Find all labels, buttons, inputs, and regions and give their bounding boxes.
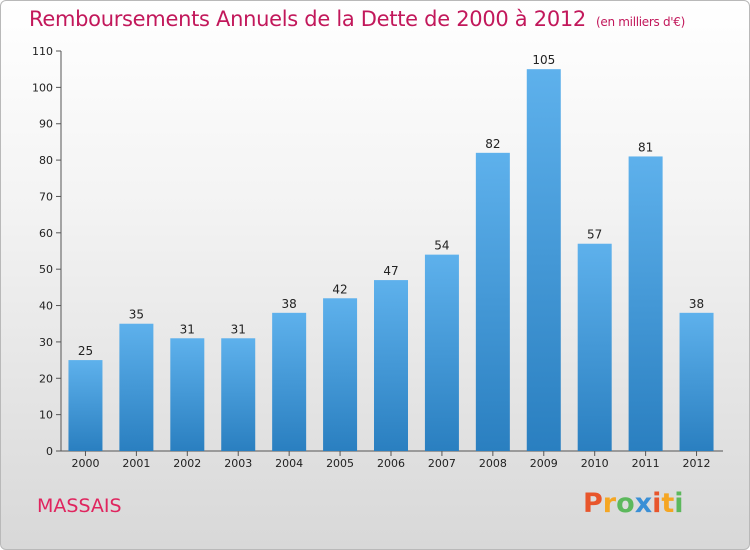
y-tick-label: 60 bbox=[39, 227, 53, 240]
y-tick-label: 110 bbox=[32, 45, 53, 58]
town-name: MASSAIS bbox=[37, 495, 122, 517]
x-tick-label: 2011 bbox=[632, 457, 660, 470]
y-tick-label: 50 bbox=[39, 263, 53, 276]
chart-axes: 0 10 20 30 40 50 60 70 80 90 100 110 2000 2001 2002 200… bbox=[32, 45, 723, 470]
bar-value-label: 47 bbox=[383, 264, 398, 278]
x-tick-label: 2001 bbox=[122, 457, 150, 470]
logo-letter: P bbox=[583, 488, 603, 519]
y-tick-label: 30 bbox=[39, 336, 53, 349]
x-tick-label: 2000 bbox=[71, 457, 99, 470]
y-tick-label: 40 bbox=[39, 300, 53, 313]
bar-value-label: 82 bbox=[485, 137, 500, 151]
bar-value-label: 57 bbox=[587, 228, 602, 242]
y-tick-label: 80 bbox=[39, 154, 53, 167]
x-tick-label: 2005 bbox=[326, 457, 354, 470]
proxiti-logo[interactable]: Proxiti bbox=[583, 488, 684, 519]
bar-2004 bbox=[272, 312, 307, 451]
bar-2003 bbox=[221, 338, 256, 451]
x-tick-label: 2002 bbox=[173, 457, 201, 470]
x-tick-label: 2008 bbox=[479, 457, 507, 470]
logo-letter: t bbox=[661, 488, 675, 519]
logo-letter: x bbox=[634, 488, 653, 519]
bar-2000 bbox=[68, 360, 103, 451]
bar-2002 bbox=[170, 338, 205, 451]
logo-letter: i bbox=[674, 488, 684, 519]
bar-value-label: 31 bbox=[180, 322, 195, 336]
x-tick-label: 2006 bbox=[377, 457, 405, 470]
bar-2009 bbox=[526, 69, 561, 451]
bar-value-label: 81 bbox=[638, 140, 653, 154]
logo-letter: r bbox=[602, 488, 617, 519]
bar-value-label: 38 bbox=[689, 297, 704, 311]
x-tick-label: 2003 bbox=[224, 457, 252, 470]
y-tick-label: 100 bbox=[32, 81, 53, 94]
x-tick-label: 2007 bbox=[428, 457, 456, 470]
bar-value-label: 42 bbox=[332, 282, 347, 296]
chart-title: Remboursements Annuels de la Dette de 20… bbox=[29, 7, 686, 31]
bar-2008 bbox=[475, 152, 510, 451]
logo-letter: o bbox=[616, 488, 635, 519]
logo-letter: i bbox=[652, 488, 662, 519]
y-tick-label: 70 bbox=[39, 190, 53, 203]
bar-2005 bbox=[323, 298, 358, 451]
y-tick-label: 0 bbox=[46, 445, 53, 458]
bar-value-label: 35 bbox=[129, 308, 144, 322]
chart-bars: 25 35 31 31 38 42 47 54 82 105 57 81 38 bbox=[68, 53, 714, 452]
y-tick-label: 10 bbox=[39, 409, 53, 422]
chart-subtitle: (en milliers d'€) bbox=[596, 15, 686, 29]
bar-value-label: 105 bbox=[532, 53, 555, 67]
bar-2001 bbox=[119, 323, 154, 451]
x-tick-label: 2010 bbox=[581, 457, 609, 470]
bar-value-label: 38 bbox=[282, 297, 297, 311]
x-tick-label: 2004 bbox=[275, 457, 303, 470]
bar-value-label: 31 bbox=[231, 322, 246, 336]
bar-value-label: 54 bbox=[434, 239, 449, 253]
bar-2010 bbox=[577, 243, 612, 451]
x-tick-label: 2009 bbox=[530, 457, 558, 470]
bar-value-label: 25 bbox=[78, 344, 93, 358]
y-tick-label: 20 bbox=[39, 372, 53, 385]
x-tick-label: 2012 bbox=[683, 457, 711, 470]
bar-2011 bbox=[628, 156, 663, 452]
bar-2007 bbox=[424, 254, 459, 451]
bar-2012 bbox=[679, 312, 714, 451]
y-tick-label: 90 bbox=[39, 118, 53, 131]
bar-2006 bbox=[374, 280, 408, 451]
